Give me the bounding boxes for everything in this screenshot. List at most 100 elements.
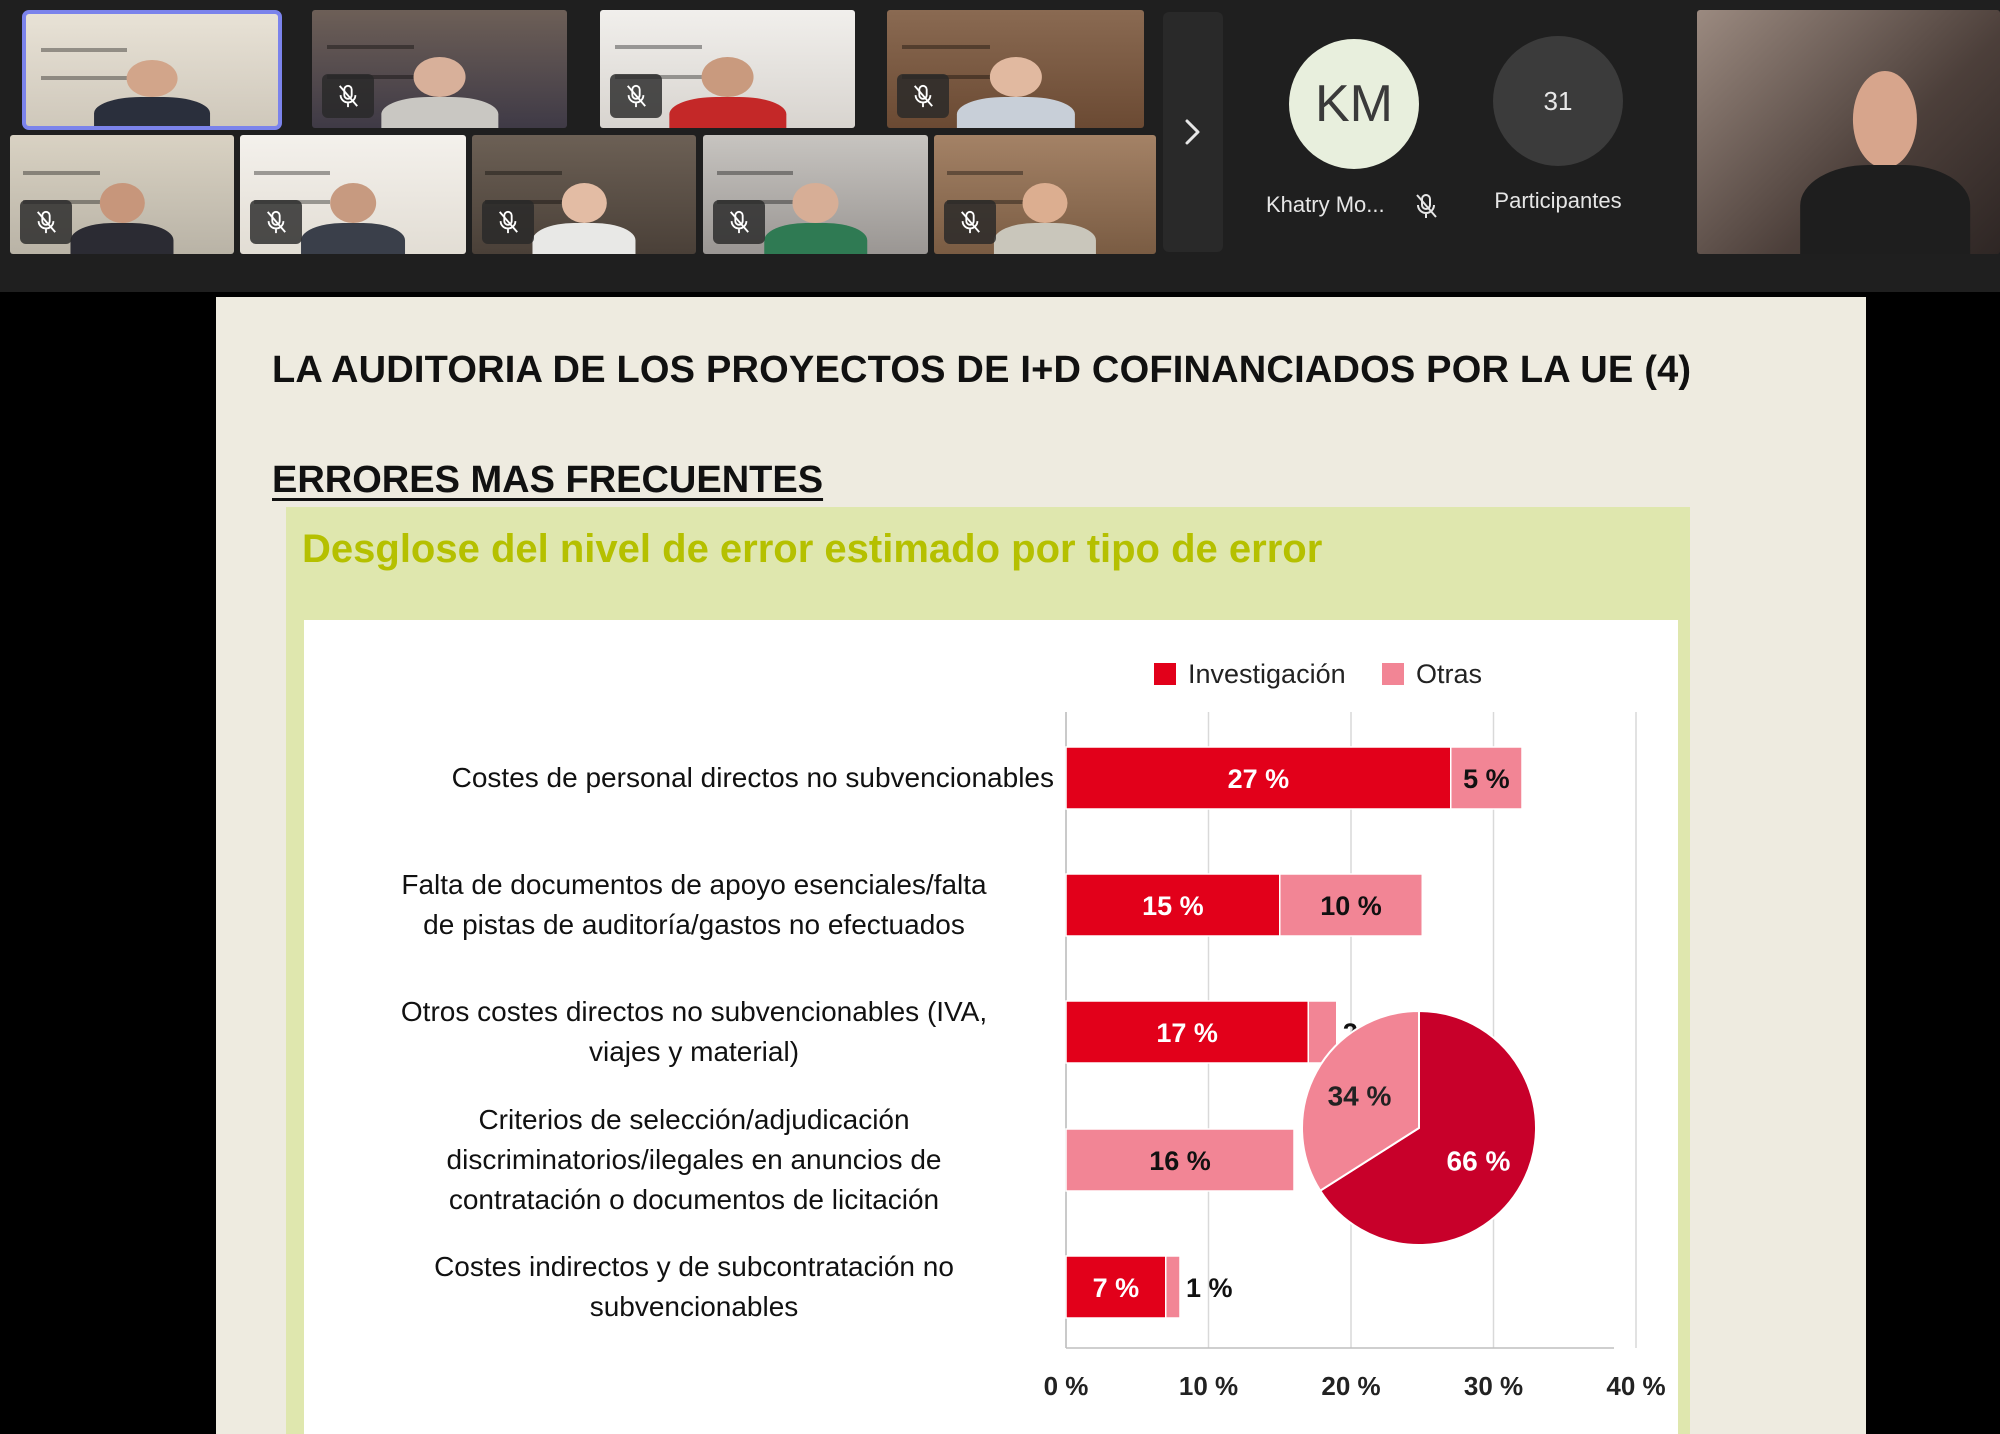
mute-badge [322, 74, 374, 118]
participant-video-tile[interactable] [312, 10, 567, 128]
microphone-muted-icon [266, 210, 286, 234]
category-label: Otros costes directos no subvencionables… [324, 992, 1064, 1072]
legend-swatch-otras [1382, 663, 1404, 685]
participants-button[interactable]: 31 [1493, 36, 1623, 166]
x-tick-label: 40 % [1606, 1371, 1665, 1401]
video-background-detail [23, 170, 100, 175]
bar-value-label: 7 % [1093, 1273, 1140, 1303]
participant-name: Khatry Mo... [1266, 192, 1385, 217]
shared-slide: LA AUDITORIA DE LOS PROYECTOS DE I+D COF… [216, 297, 1866, 1434]
participant-figure [70, 182, 174, 254]
bar-value-label: 5 % [1463, 764, 1510, 794]
participant-figure [763, 182, 868, 254]
video-background-detail [902, 45, 990, 50]
category-label: Costes indirectos y de subcontratación n… [324, 1247, 1064, 1327]
chart-heading: Desglose del nivel de error estimado por… [302, 527, 1323, 571]
stacked-bar-chart: 0 %10 %20 %30 %40 %27 %5 %15 %10 %17 %2 … [1044, 659, 1666, 1401]
legend-label-investigacion: Investigación [1188, 659, 1346, 689]
chevron-right-icon [1185, 119, 1200, 145]
participant-figure [956, 57, 1075, 128]
participant-video-tile[interactable] [10, 135, 234, 254]
bar-investigacion [1065, 1000, 1309, 1064]
participant-video-tile[interactable] [934, 135, 1156, 254]
category-label: Costes de personal directos no subvencio… [314, 758, 1054, 798]
participant-video-tile[interactable] [600, 10, 855, 128]
participants-count: 31 [1543, 85, 1573, 116]
video-background-detail [41, 47, 127, 52]
video-background-detail [41, 75, 127, 80]
slide-title: LA AUDITORIA DE LOS PROYECTOS DE I+D COF… [272, 349, 1692, 391]
bar-value-label: 16 % [1149, 1146, 1211, 1176]
microphone-muted-icon [36, 210, 56, 234]
microphone-muted-icon [913, 84, 933, 108]
mute-badge [610, 74, 662, 118]
category-label-line: subvencionables [589, 1291, 799, 1322]
mute-badge [20, 200, 72, 244]
participants-label: Participantes [1494, 188, 1622, 213]
presenter-figure [1800, 70, 1970, 254]
bar-otras [1450, 746, 1523, 810]
pie-slice-label: 34 % [1328, 1080, 1392, 1111]
pie-slice-otras [1301, 1009, 1420, 1193]
pie-slice-investigacion [1318, 1009, 1537, 1246]
category-label-line: Otros costes directos no subvencionables… [400, 996, 988, 1027]
participant-video-tile[interactable] [472, 135, 696, 254]
microphone-muted-icon [338, 84, 358, 108]
x-tick-label: 30 % [1464, 1371, 1523, 1401]
mute-badge [250, 200, 302, 244]
bar-investigacion [1065, 1255, 1167, 1319]
mute-badge [897, 74, 949, 118]
bar-otras [1165, 1255, 1181, 1319]
meeting-top-bar: KM Khatry Mo... 31 Participantes [0, 0, 2000, 292]
category-label-line: viajes y material) [588, 1036, 800, 1067]
slide-subtitle: ERRORES MAS FRECUENTES [272, 459, 824, 501]
microphone-muted-icon [960, 210, 980, 234]
microphone-muted-icon [626, 84, 646, 108]
participant-figure [301, 182, 405, 254]
mute-badge [944, 200, 996, 244]
category-label-line: contratación o documentos de licitación [448, 1184, 940, 1215]
participant-figure [993, 182, 1097, 254]
video-background-detail [253, 170, 331, 175]
video-background-detail [947, 170, 1023, 175]
video-background-detail [716, 170, 793, 175]
participant-video-tile[interactable] [240, 135, 466, 254]
participant-avatar[interactable]: KM [1289, 39, 1419, 169]
bar-value-label: 15 % [1142, 891, 1204, 921]
x-tick-label: 0 % [1044, 1371, 1089, 1401]
bar-otras [1279, 873, 1423, 937]
participant-figure [668, 57, 787, 128]
next-page-button[interactable] [1163, 12, 1223, 252]
video-background-detail [327, 45, 414, 50]
video-background-detail [485, 170, 562, 175]
participant-figure [532, 182, 636, 254]
category-label-line: de pistas de auditoría/gastos no efectua… [423, 909, 965, 940]
bar-otras [1065, 1128, 1295, 1192]
participant-video-tile[interactable] [887, 10, 1144, 128]
bar-value-label: 1 % [1186, 1273, 1233, 1303]
bar-value-label: 27 % [1228, 764, 1290, 794]
category-label: Criterios de selección/adjudicación discr… [324, 1100, 1064, 1220]
category-label-line: Criterios de selección/adjudicación [478, 1104, 910, 1135]
category-label-line: discriminatorios/ilegales en anuncios de [446, 1144, 942, 1175]
bar-value-label: 10 % [1320, 891, 1382, 921]
participant-figure [94, 59, 210, 126]
category-label-line: Costes indirectos y de subcontratación n… [434, 1251, 954, 1282]
mute-badge [482, 200, 534, 244]
participant-video-tile[interactable] [703, 135, 928, 254]
pie-slice-label: 66 % [1447, 1146, 1511, 1177]
category-label-line: Costes de personal directos no subvencio… [451, 762, 1054, 793]
participant-video-tile[interactable] [22, 10, 282, 130]
chart-panel: Desglose del nivel de error estimado por… [286, 507, 1690, 1434]
microphone-muted-icon [1416, 194, 1437, 218]
microphone-muted-icon [498, 210, 518, 234]
chart-area: Costes de personal directos no subvencio… [304, 620, 1678, 1434]
category-label-line: Falta de documentos de apoyo esenciales/… [401, 869, 987, 900]
mute-badge [713, 200, 765, 244]
bar-value-label: 17 % [1156, 1018, 1218, 1048]
legend-swatch-investigacion [1154, 663, 1176, 685]
x-tick-label: 20 % [1321, 1371, 1380, 1401]
participant-figure [380, 57, 499, 128]
presenter-video[interactable] [1697, 10, 2000, 254]
bar-investigacion [1065, 873, 1281, 937]
